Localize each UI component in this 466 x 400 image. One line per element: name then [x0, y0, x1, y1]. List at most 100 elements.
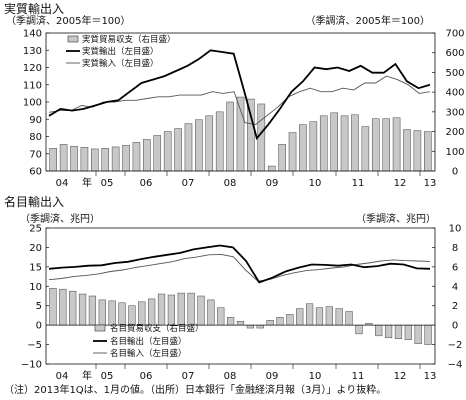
top-right-tick-label: 300: [445, 107, 464, 118]
bot-bar: [69, 290, 77, 326]
bot-right-tick-label: −2: [448, 340, 463, 351]
chart-real-left-ticks: 60 70 80 90 100 110 120 130 140: [23, 29, 49, 178]
bot-right-tick-label: 0: [452, 321, 458, 332]
bot-bar: [236, 321, 245, 326]
top-bar: [195, 119, 203, 172]
chart-real-legend-bar-swatch: [67, 35, 79, 43]
bot-bar: [207, 299, 215, 326]
top-bar: [267, 165, 276, 172]
chart-real-title: 実質輸出入: [4, 1, 64, 16]
bot-bar: [167, 294, 176, 326]
bot-x-label: 07: [182, 371, 195, 382]
bot-right-tick-label: 10: [449, 224, 462, 235]
chart-real-legend: 実質貿易収支（右目盛） 実質輸出（左目盛） 実質輸入（左目盛）: [66, 34, 176, 69]
top-x-label: 06: [140, 178, 153, 189]
top-x-label: 08: [224, 178, 237, 189]
chart-nominal-legend-exports-label: 名目輸出（左目盛）: [110, 336, 187, 347]
chart-real: 実質輸出入 （季調済、2005年＝100） （季調済、2005年＝100） 60…: [4, 1, 465, 189]
bot-bar: [227, 317, 235, 326]
top-left-tick-label: 90: [29, 115, 42, 126]
bot-bar: [177, 292, 185, 326]
bot-right-tick-label: 2: [452, 301, 458, 312]
bot-left-tick-label: 10: [29, 282, 42, 293]
bot-bar: [88, 295, 97, 326]
top-bar: [143, 139, 151, 172]
bot-bar: [246, 324, 254, 329]
bot-bar: [305, 303, 314, 326]
bot-bar: [49, 287, 57, 326]
bot-bar: [414, 324, 422, 344]
bot-bar: [217, 307, 225, 326]
bot-left-tick-label: −10: [21, 360, 42, 371]
chart-real-x-labels: 04 年 05 06 07 08 09 10 11 12 13: [56, 171, 436, 189]
bot-bar: [78, 293, 87, 326]
bot-bar: [375, 324, 383, 337]
bot-bar: [118, 302, 126, 326]
chart-nominal-x-labels: 04 年 05 06 07 08 09 10 11 12 13: [56, 364, 436, 382]
chart-real-right-unit: （季調済、2005年＝100）: [305, 14, 430, 27]
bot-right-tick-label: 6: [452, 262, 458, 273]
bot-left-tick-label: 0: [36, 321, 42, 332]
top-bar: [413, 130, 422, 172]
bot-bar: [187, 292, 195, 326]
bot-bar: [404, 324, 412, 340]
chart-nominal-imports-line: [48, 253, 431, 282]
bot-left-tick-label: 15: [29, 262, 42, 273]
bot-bar: [345, 311, 353, 326]
bot-x-label: 10: [309, 371, 322, 382]
chart-nominal-bars: [49, 287, 432, 345]
chart-real-legend-exports-label: 実質輸出（左目盛）: [82, 46, 159, 57]
top-left-tick-label: 60: [29, 167, 42, 178]
footnote: （注）2013年1Qは、1月の値。（出所）日本銀行「金融経済月報（3月）」より抜…: [4, 383, 386, 396]
top-bar: [80, 147, 89, 172]
top-right-tick-label: 200: [445, 127, 464, 138]
top-bar: [153, 135, 162, 172]
chart-real-right-ticks: 0 100 200 300 400 500 600 700: [432, 29, 465, 178]
bot-bar: [128, 305, 136, 326]
bot-bar: [296, 308, 304, 326]
top-bar: [299, 124, 307, 172]
bot-bar: [335, 308, 343, 326]
top-bar: [340, 115, 349, 172]
bot-bar: [138, 301, 146, 326]
top-x-label: 07: [182, 178, 195, 189]
bot-bar: [157, 293, 166, 326]
top-x-label: 10: [309, 178, 322, 189]
top-right-tick-label: 400: [445, 88, 464, 99]
bot-bar: [256, 324, 264, 329]
chart-nominal-exports-line: [48, 244, 431, 284]
bot-left-tick-label: 25: [29, 224, 42, 235]
top-bar: [309, 121, 318, 172]
top-bar: [257, 103, 266, 172]
top-bar: [226, 101, 234, 172]
top-x-label: 04: [56, 178, 69, 189]
top-bar: [403, 129, 411, 172]
chart-nominal-legend-bar-swatch: [94, 324, 106, 332]
top-x-label: 05: [101, 178, 114, 189]
chart-nominal-title: 名目輸出入: [4, 194, 64, 209]
chart-nominal-left-unit: （季調済、兆円）: [20, 212, 100, 225]
bot-right-tick-label: 8: [452, 243, 458, 254]
top-bar: [236, 96, 245, 172]
top-bar: [101, 148, 110, 172]
chart-nominal-right-unit: （季調済、兆円）: [356, 212, 436, 225]
bot-left-tick-label: −5: [27, 340, 42, 351]
bot-bar: [108, 300, 116, 326]
top-right-tick-label: 600: [445, 48, 464, 59]
top-left-tick-label: 120: [23, 63, 42, 74]
top-right-tick-label: 100: [445, 147, 464, 158]
top-right-tick-label: 0: [452, 167, 458, 178]
bot-x-label: 04: [56, 371, 69, 382]
bot-bar: [424, 324, 432, 345]
top-x-label: 年: [82, 176, 92, 189]
top-left-tick-label: 100: [23, 98, 42, 109]
top-bar: [122, 145, 130, 172]
bot-x-label: 09: [266, 371, 279, 382]
top-bar: [319, 115, 328, 172]
bot-bar: [384, 324, 393, 339]
top-left-tick-label: 70: [29, 149, 42, 160]
top-bar: [351, 114, 359, 172]
top-bar: [424, 131, 432, 172]
chart-nominal-right-ticks: −4 −2 0 2 4 6 8 10: [432, 224, 462, 371]
